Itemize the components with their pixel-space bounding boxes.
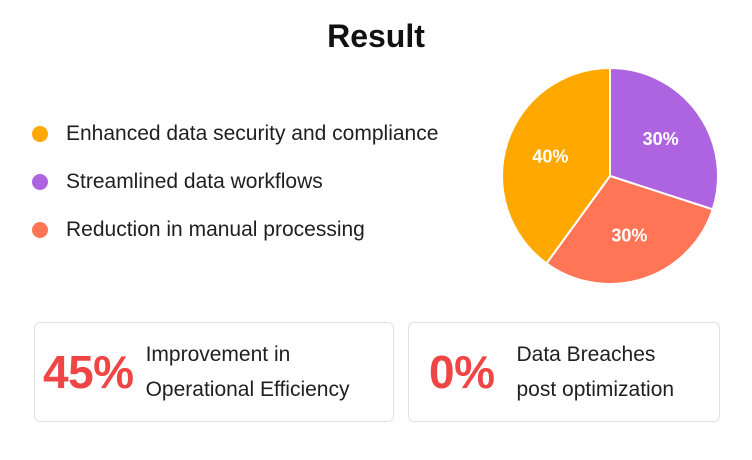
stat-label-line: Improvement in [145,343,291,366]
stat-value: 0% [429,346,495,398]
pie-data-label: 30% [611,226,647,246]
legend-item-security: Enhanced data security and compliance [32,110,438,158]
legend-dot-icon [32,222,48,238]
pie-data-label: 30% [643,129,679,149]
stat-label-line: Operational Efficiency [145,378,350,401]
pie-data-label: 40% [532,147,568,167]
page-title: Result [327,18,425,54]
pie-slice-manual [545,174,714,285]
stat-label-line: Data Breaches [516,343,656,366]
chart-legend: Enhanced data security and compliance St… [32,110,438,254]
pie-slice-workflows [609,66,719,211]
legend-dot-icon [32,126,48,142]
stat-label-line: post optimization [516,378,675,401]
legend-label: Reduction in manual processing [66,218,365,241]
stat-value: 45% [43,346,134,398]
stat-card-efficiency: 45% Improvement in Operational Efficienc… [34,322,394,422]
stat-card-breaches: 0% Data Breaches post optimization [408,322,720,422]
legend-label: Enhanced data security and compliance [66,122,439,145]
legend-item-manual: Reduction in manual processing [32,206,438,254]
legend-item-workflows: Streamlined data workflows [32,158,438,206]
legend-dot-icon [32,174,48,190]
legend-label: Streamlined data workflows [66,170,323,193]
pie-chart: 30% 30% 40% [501,66,719,285]
pie-slice-security [501,66,611,265]
stat-label: Improvement in Operational Efficiency [146,337,350,407]
stat-label: Data Breaches post optimization [516,337,674,407]
